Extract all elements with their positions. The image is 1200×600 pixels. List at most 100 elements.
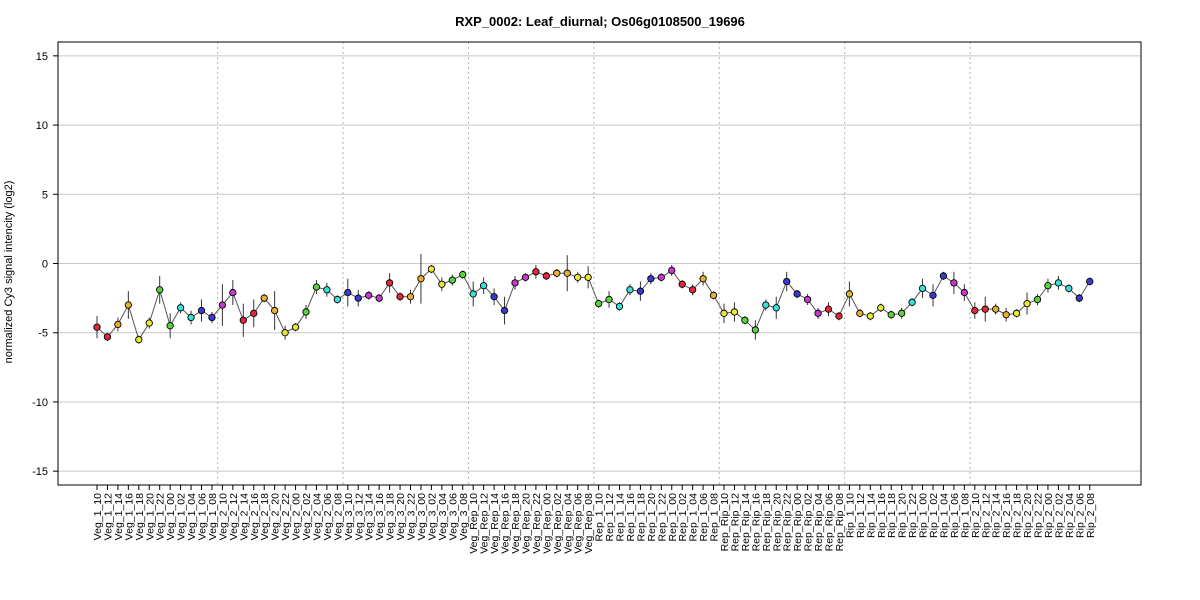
data-point <box>1054 279 1063 287</box>
data-point <box>333 295 341 304</box>
x-tick-label: Veg_Rep_10 <box>468 493 480 554</box>
gridlines <box>58 55 1141 472</box>
x-tick-label: Rip_1_20 <box>897 493 909 538</box>
data-point <box>803 295 812 304</box>
x-tick-label: Rep_Rip_10 <box>719 493 731 552</box>
data-points <box>93 265 1094 344</box>
y-tick-label: 10 <box>36 120 48 132</box>
x-tick-label: Veg_Rep_06 <box>573 493 585 554</box>
x-tick-label: Rep_Rip_08 <box>834 493 846 552</box>
x-tick-label: Veg_Rep_08 <box>583 493 595 554</box>
data-point <box>459 270 467 279</box>
x-tick-label: Rep_Rip_04 <box>813 493 825 552</box>
data-point <box>427 265 436 273</box>
x-tick-label: Veg_3_20 <box>395 493 407 540</box>
data-point <box>981 305 989 313</box>
data-point <box>260 294 268 302</box>
data-point <box>323 286 331 294</box>
x-tick-label: Rip_1_02 <box>928 493 940 538</box>
x-tick-label: Rip_1_06 <box>949 493 961 538</box>
data-point <box>594 299 603 308</box>
x-tick-label: Veg_1_10 <box>92 493 104 540</box>
group-separators <box>217 42 971 485</box>
x-tick-label: Veg_Rep_16 <box>500 493 512 554</box>
data-point <box>647 275 655 283</box>
x-tick-label: Rip_2_14 <box>991 493 1003 538</box>
x-tick-label: Veg_2_18 <box>259 493 271 540</box>
data-point <box>971 306 979 315</box>
x-tick-label: Rep_1_08 <box>709 493 721 542</box>
y-tick-label: -15 <box>32 466 48 478</box>
x-tick-label: Veg_2_00 <box>291 493 303 540</box>
data-point <box>563 269 571 277</box>
data-point <box>793 290 801 298</box>
data-point <box>657 273 665 281</box>
data-point <box>135 335 143 344</box>
x-tick-label: Rep_1_02 <box>677 493 689 542</box>
data-point <box>291 323 300 331</box>
data-point <box>344 288 352 297</box>
x-axis: Veg_1_10Veg_1_12Veg_1_14Veg_1_16Veg_1_18… <box>92 485 1097 554</box>
data-point <box>730 308 739 316</box>
data-point <box>1075 294 1083 302</box>
data-point <box>553 269 561 277</box>
x-tick-label: Rep_1_16 <box>625 493 637 542</box>
x-tick-label: Rip_2_22 <box>1033 493 1045 538</box>
data-point <box>145 319 153 327</box>
x-tick-label: Veg_3_02 <box>426 493 438 540</box>
data-point <box>281 329 289 337</box>
x-tick-label: Veg_1_20 <box>144 493 156 540</box>
data-point <box>239 316 247 324</box>
x-tick-label: Veg_2_08 <box>332 493 344 540</box>
data-point <box>918 284 927 293</box>
x-tick-label: Veg_3_10 <box>343 493 355 540</box>
data-point <box>187 313 195 322</box>
x-tick-label: Rip_2_10 <box>970 493 982 538</box>
x-tick-label: Rep_Rip_02 <box>803 493 815 552</box>
data-point <box>626 286 634 294</box>
data-point <box>229 288 237 297</box>
data-point <box>396 293 404 301</box>
data-point <box>365 291 373 299</box>
x-tick-label: Rip_2_08 <box>1085 493 1097 538</box>
data-point <box>208 313 216 322</box>
data-point <box>469 290 477 298</box>
data-point <box>1033 295 1042 304</box>
data-point <box>887 311 895 319</box>
data-point <box>751 326 759 334</box>
x-tick-label: Rep_Rip_18 <box>761 493 773 552</box>
x-tick-label: Rip_2_06 <box>1074 493 1086 538</box>
x-tick-label: Veg_2_16 <box>249 493 261 540</box>
x-tick-label: Veg_3_00 <box>416 493 428 540</box>
x-tick-label: Rep_Rip_00 <box>792 493 804 552</box>
x-tick-label: Rep_Rip_16 <box>750 493 762 552</box>
data-point <box>898 309 906 317</box>
x-tick-label: Veg_2_14 <box>238 493 250 540</box>
x-tick-label: Veg_Rep_00 <box>541 493 553 554</box>
x-tick-label: Veg_Rep_18 <box>510 493 522 554</box>
x-tick-label: Rip_2_00 <box>1043 493 1055 538</box>
data-point <box>584 273 592 281</box>
x-tick-label: Veg_2_04 <box>311 493 323 540</box>
data-point <box>636 287 645 295</box>
data-point <box>385 279 394 287</box>
x-tick-label: Veg_2_12 <box>228 493 240 540</box>
x-tick-label: Veg_Rep_20 <box>520 493 532 554</box>
data-point <box>929 291 937 299</box>
x-tick-label: Veg_Rep_04 <box>562 493 574 554</box>
series-line <box>96 268 1091 341</box>
x-tick-label: Veg_3_16 <box>374 493 386 540</box>
data-point <box>1023 299 1031 308</box>
x-tick-label: Veg_3_04 <box>437 493 449 540</box>
data-point <box>992 305 1000 313</box>
data-point <box>93 323 101 331</box>
x-tick-label: Rip_1_18 <box>886 493 898 538</box>
x-tick-label: Veg_1_22 <box>155 493 167 540</box>
x-tick-label: Veg_3_08 <box>458 493 470 540</box>
x-tick-label: Rip_2_18 <box>1012 493 1024 538</box>
data-point <box>302 308 310 316</box>
data-point <box>678 280 686 288</box>
x-tick-label: Rep_1_20 <box>646 493 658 542</box>
x-tick-label: Rep_Rip_06 <box>824 493 836 552</box>
x-tick-label: Rep_1_00 <box>667 493 679 542</box>
